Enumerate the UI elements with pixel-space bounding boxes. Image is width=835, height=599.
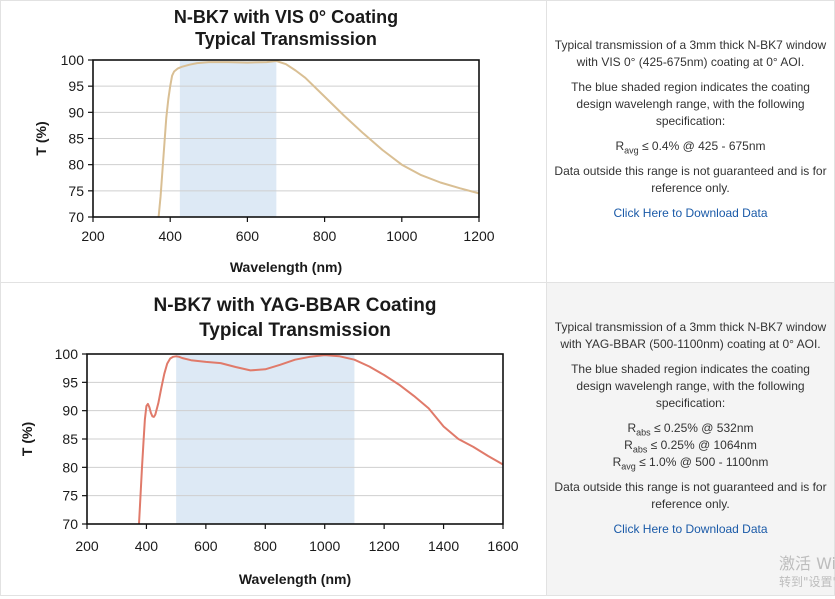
transmission-curve bbox=[138, 354, 504, 525]
transmission-curve bbox=[157, 60, 480, 218]
x-tick-label: 1000 bbox=[386, 228, 417, 244]
y-tick-label: 80 bbox=[68, 157, 84, 173]
y-tick-label: 100 bbox=[55, 346, 79, 362]
x-tick-label: 200 bbox=[75, 538, 99, 554]
x-tick-label: 800 bbox=[313, 228, 337, 244]
y-tick-label: 70 bbox=[62, 516, 78, 532]
x-tick-label: 400 bbox=[159, 228, 183, 244]
x-tick-label: 1200 bbox=[369, 538, 400, 554]
y-axis-label: T (%) bbox=[33, 121, 49, 155]
spec-line: Rabs ≤ 0.25% @ 1064nm bbox=[624, 438, 757, 455]
spec-list: Ravg ≤ 0.4% @ 425 - 675nm bbox=[553, 138, 828, 155]
x-tick-label: 1200 bbox=[463, 228, 494, 244]
download-data-link[interactable]: Click Here to Download Data bbox=[613, 522, 768, 536]
chart-subtitle: Typical Transmission bbox=[199, 320, 391, 341]
watermark-line: 激活 Windows bbox=[779, 554, 835, 573]
description-intro: Typical transmission of a 3mm thick N-BK… bbox=[554, 38, 827, 69]
y-tick-label: 80 bbox=[62, 459, 78, 475]
x-axis-label: Wavelength (nm) bbox=[239, 571, 351, 587]
y-axis-label: T (%) bbox=[19, 422, 35, 456]
description-yag: Typical transmission of a 3mm thick N-BK… bbox=[547, 283, 834, 595]
spec-line: Ravg ≤ 0.4% @ 425 - 675nm bbox=[615, 139, 766, 156]
y-tick-label: 75 bbox=[68, 183, 84, 199]
y-tick-label: 95 bbox=[62, 374, 78, 390]
y-tick-label: 85 bbox=[62, 431, 78, 447]
x-tick-label: 1400 bbox=[428, 538, 459, 554]
x-tick-label: 200 bbox=[81, 228, 105, 244]
chart-cell-yag: 70 75 80 85 90 95 100 200 400 600 800 1000 1200 1400 1… bbox=[1, 283, 547, 595]
chart-yag-bbar-coating: 70 75 80 85 90 95 100 200 400 600 800 1000 1200 1400 1… bbox=[19, 295, 519, 587]
chart-title: N-BK7 with VIS 0° Coating bbox=[174, 7, 398, 27]
activation-watermark: 激活 Windows 转到"设置"以激活 Windows。 bbox=[779, 554, 835, 590]
y-tick-label: 90 bbox=[68, 104, 84, 120]
x-tick-label: 400 bbox=[135, 538, 159, 554]
y-tick-label: 70 bbox=[68, 209, 84, 225]
y-tick-label: 90 bbox=[62, 403, 78, 419]
description-intro: Typical transmission of a 3mm thick N-BK… bbox=[554, 320, 827, 351]
y-tick-label: 85 bbox=[68, 131, 84, 147]
description-shaded-note: The blue shaded region indicates the coa… bbox=[571, 362, 810, 410]
description-disclaimer: Data outside this range is not guarantee… bbox=[554, 480, 827, 511]
chart-subtitle: Typical Transmission bbox=[195, 29, 377, 49]
x-tick-label: 1000 bbox=[309, 538, 340, 554]
chart-row-yag: 70 75 80 85 90 95 100 200 400 600 800 1000 1200 1400 1… bbox=[0, 283, 835, 596]
x-axis-label: Wavelength (nm) bbox=[230, 259, 342, 275]
y-tick-label: 100 bbox=[61, 52, 85, 68]
description-disclaimer: Data outside this range is not guarantee… bbox=[554, 164, 827, 195]
x-tick-label: 800 bbox=[254, 538, 278, 554]
x-tick-label: 600 bbox=[236, 228, 260, 244]
spec-list: Rabs ≤ 0.25% @ 532nm Rabs ≤ 0.25% @ 1064… bbox=[553, 420, 828, 471]
spec-line: Rabs ≤ 0.25% @ 532nm bbox=[627, 421, 754, 438]
x-tick-label: 1600 bbox=[487, 538, 518, 554]
y-tick-label: 75 bbox=[62, 488, 78, 504]
chart-vis-coating: 70 75 80 85 90 95 100 200 400 600 800 1000 1200 N-BK7… bbox=[33, 7, 495, 275]
chart-row-vis: 70 75 80 85 90 95 100 200 400 600 800 1000 1200 N-BK7… bbox=[0, 0, 835, 283]
x-tick-label: 600 bbox=[194, 538, 218, 554]
y-tick-label: 95 bbox=[68, 78, 84, 94]
watermark-line: 转到"设置"以激活 Windows。 bbox=[779, 575, 835, 589]
description-shaded-note: The blue shaded region indicates the coa… bbox=[571, 80, 810, 128]
download-data-link[interactable]: Click Here to Download Data bbox=[613, 206, 768, 220]
description-vis: Typical transmission of a 3mm thick N-BK… bbox=[547, 1, 834, 282]
chart-title: N-BK7 with YAG-BBAR Coating bbox=[154, 295, 437, 316]
spec-line: Ravg ≤ 1.0% @ 500 - 1100nm bbox=[612, 455, 769, 472]
chart-cell-vis: 70 75 80 85 90 95 100 200 400 600 800 1000 1200 N-BK7… bbox=[1, 1, 547, 282]
